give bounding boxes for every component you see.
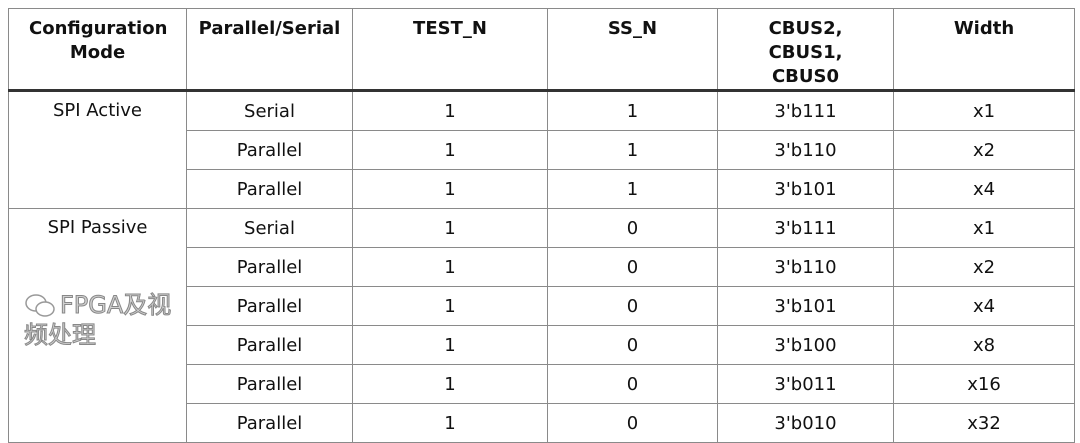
table-cell: x2 [893,247,1075,287]
table-cell: 1 [352,364,548,404]
table-cell: 1 [352,208,548,248]
table-cell: x16 [893,364,1075,404]
table-cell: Parallel [186,247,353,287]
mode-cell: SPI Active [8,90,187,209]
table-cell: 0 [547,403,718,443]
table-cell: 3'b100 [717,325,894,365]
table-cell: Parallel [186,169,353,209]
table-cell: x1 [893,208,1075,248]
table-cell: Parallel [186,403,353,443]
table-cell: 1 [352,403,548,443]
header-row: Configuration Mode Parallel/Serial TEST_N S… [8,8,1075,92]
table-row: SPI Passive Serial 1 0 3'b111 x1 [8,208,1075,443]
table-cell: 3'b101 [717,286,894,326]
table-cell: 0 [547,325,718,365]
table-cell: 1 [547,169,718,209]
table-cell: x2 [893,130,1075,170]
table-cell: 3'b111 [717,208,894,248]
table-cell: Serial [186,90,353,131]
table-cell: 1 [352,247,548,287]
table-cell: 3'b011 [717,364,894,404]
table-cell: x1 [893,90,1075,131]
table-row: Parallel 1 0 3'b100 x8 [9,325,1075,365]
table-cell: 0 [547,286,718,326]
table-cell: 1 [352,286,548,326]
table-row: Parallel 1 0 3'b110 x2 [9,247,1075,287]
table-cell: 3'b101 [717,169,894,209]
configuration-table: Configuration Mode Parallel/Serial TEST_N S… [8,8,1075,443]
table-cell: 3'b110 [717,247,894,287]
table-cell: 1 [547,130,718,170]
table-row: SPI Active Serial 1 1 3'b111 x1 [8,90,1075,209]
table-cell: 3'b110 [717,130,894,170]
table-cell: 1 [352,130,548,170]
table-cell: 1 [352,325,548,365]
column-header: Parallel/Serial [186,8,353,92]
table-cell: 0 [547,208,718,248]
table-cell: 3'b111 [717,90,894,131]
table-cell: 1 [352,90,548,131]
table-cell: Parallel [186,130,353,170]
table-cell: Parallel [186,325,353,365]
column-header: Configuration Mode [8,8,187,92]
table-cell: x4 [893,286,1075,326]
table-cell: 0 [547,364,718,404]
table-cell: 1 [547,90,718,131]
table-cell: 0 [547,247,718,287]
table-cell: x4 [893,169,1075,209]
column-header: TEST_N [352,8,548,92]
column-header: CBUS2, CBUS1, CBUS0 [717,8,894,92]
table-cell: 1 [352,169,548,209]
column-header: SS_N [547,8,718,92]
table-cell: 3'b010 [717,403,894,443]
column-header: Width [893,8,1075,92]
table-cell: x8 [893,325,1075,365]
table-cell: Serial [186,208,353,248]
table-row: Parallel 1 1 3'b110 x2 [9,130,1075,170]
table-cell: Parallel [186,286,353,326]
table-row: Parallel 1 0 3'b101 x4 [9,286,1075,326]
mode-cell: SPI Passive [8,208,187,443]
table-cell: x32 [893,403,1075,443]
table-cell: Parallel [186,364,353,404]
